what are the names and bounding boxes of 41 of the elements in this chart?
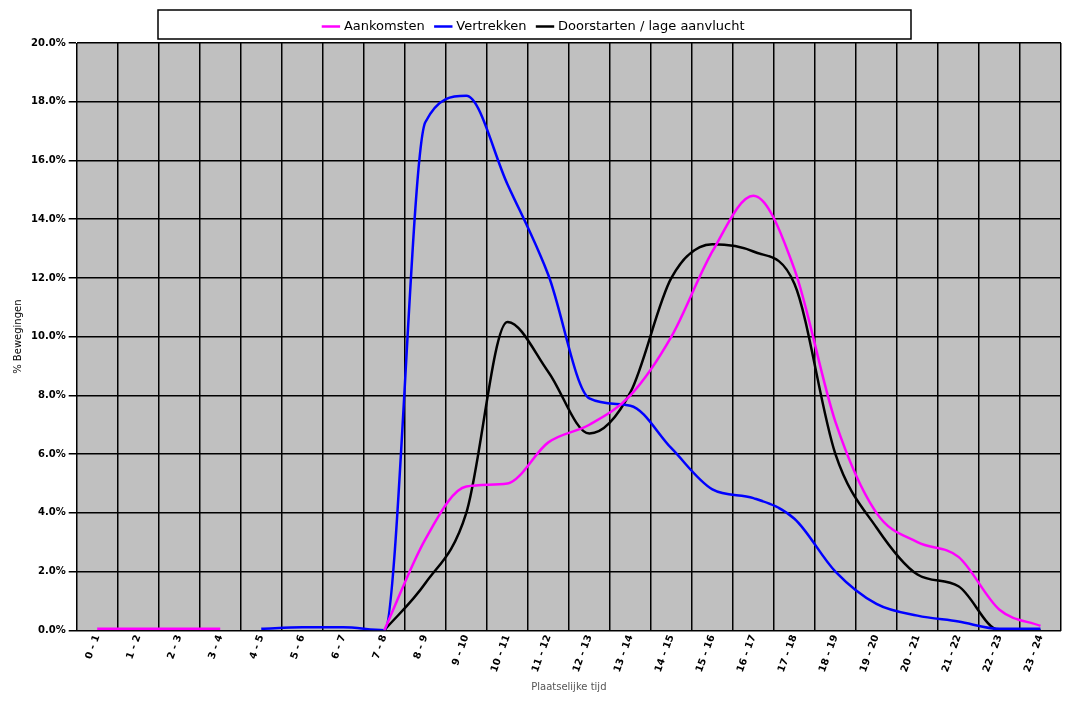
x-tick-label: 23 - 24 [1021, 633, 1045, 674]
y-tick-label: 10.0% [30, 330, 66, 342]
y-tick-label: 8.0% [37, 388, 66, 400]
x-tick-label: 16 - 17 [734, 633, 758, 674]
x-tick-label: 2 - 3 [164, 633, 184, 661]
x-tick-label: 21 - 22 [939, 633, 963, 674]
x-tick-label: 3 - 4 [205, 633, 225, 661]
x-tick-label: 0 - 1 [82, 633, 102, 661]
x-tick-label: 14 - 15 [652, 633, 676, 674]
x-tick-label: 5 - 6 [287, 633, 307, 661]
y-tick-label: 6.0% [37, 447, 66, 459]
legend-label: Aankomsten [343, 17, 425, 33]
x-tick-label: 17 - 18 [775, 633, 799, 674]
x-tick-label: 22 - 23 [980, 633, 1004, 674]
y-tick-label: 18.0% [30, 95, 66, 107]
y-tick-label: 20.0% [30, 36, 66, 48]
x-tick-label: 10 - 11 [487, 633, 512, 674]
y-tick-label: 0.0% [37, 623, 66, 635]
x-tick-label: 11 - 12 [529, 633, 553, 674]
x-tick-label: 12 - 13 [570, 633, 594, 674]
x-tick-label: 7 - 8 [369, 633, 389, 661]
x-tick-label: 19 - 20 [857, 633, 881, 674]
x-tick-label: 20 - 21 [898, 633, 922, 674]
x-tick-label: 4 - 5 [246, 633, 266, 661]
legend-label: Vertrekken [456, 17, 527, 33]
x-tick-label: 18 - 19 [816, 633, 840, 674]
legend-label: Doorstarten / lage aanvlucht [558, 17, 745, 33]
x-tick-label: 1 - 2 [123, 633, 143, 661]
y-tick-label: 4.0% [37, 506, 66, 518]
y-tick-label: 14.0% [30, 212, 66, 224]
y-tick-label: 16.0% [30, 154, 66, 166]
y-tick-label: 12.0% [30, 271, 66, 283]
x-tick-label: 15 - 16 [693, 633, 717, 674]
x-tick-label: 6 - 7 [328, 633, 348, 661]
x-tick-label: 8 - 9 [410, 633, 430, 661]
x-tick-label: 13 - 14 [611, 633, 635, 674]
y-axis-title: % Bewegingen [11, 299, 23, 374]
x-axis-title: Plaatselijke tijd [531, 680, 607, 692]
x-tick-label: 9 - 10 [449, 633, 471, 667]
y-tick-label: 2.0% [37, 565, 66, 577]
line-series [260, 94, 1042, 631]
